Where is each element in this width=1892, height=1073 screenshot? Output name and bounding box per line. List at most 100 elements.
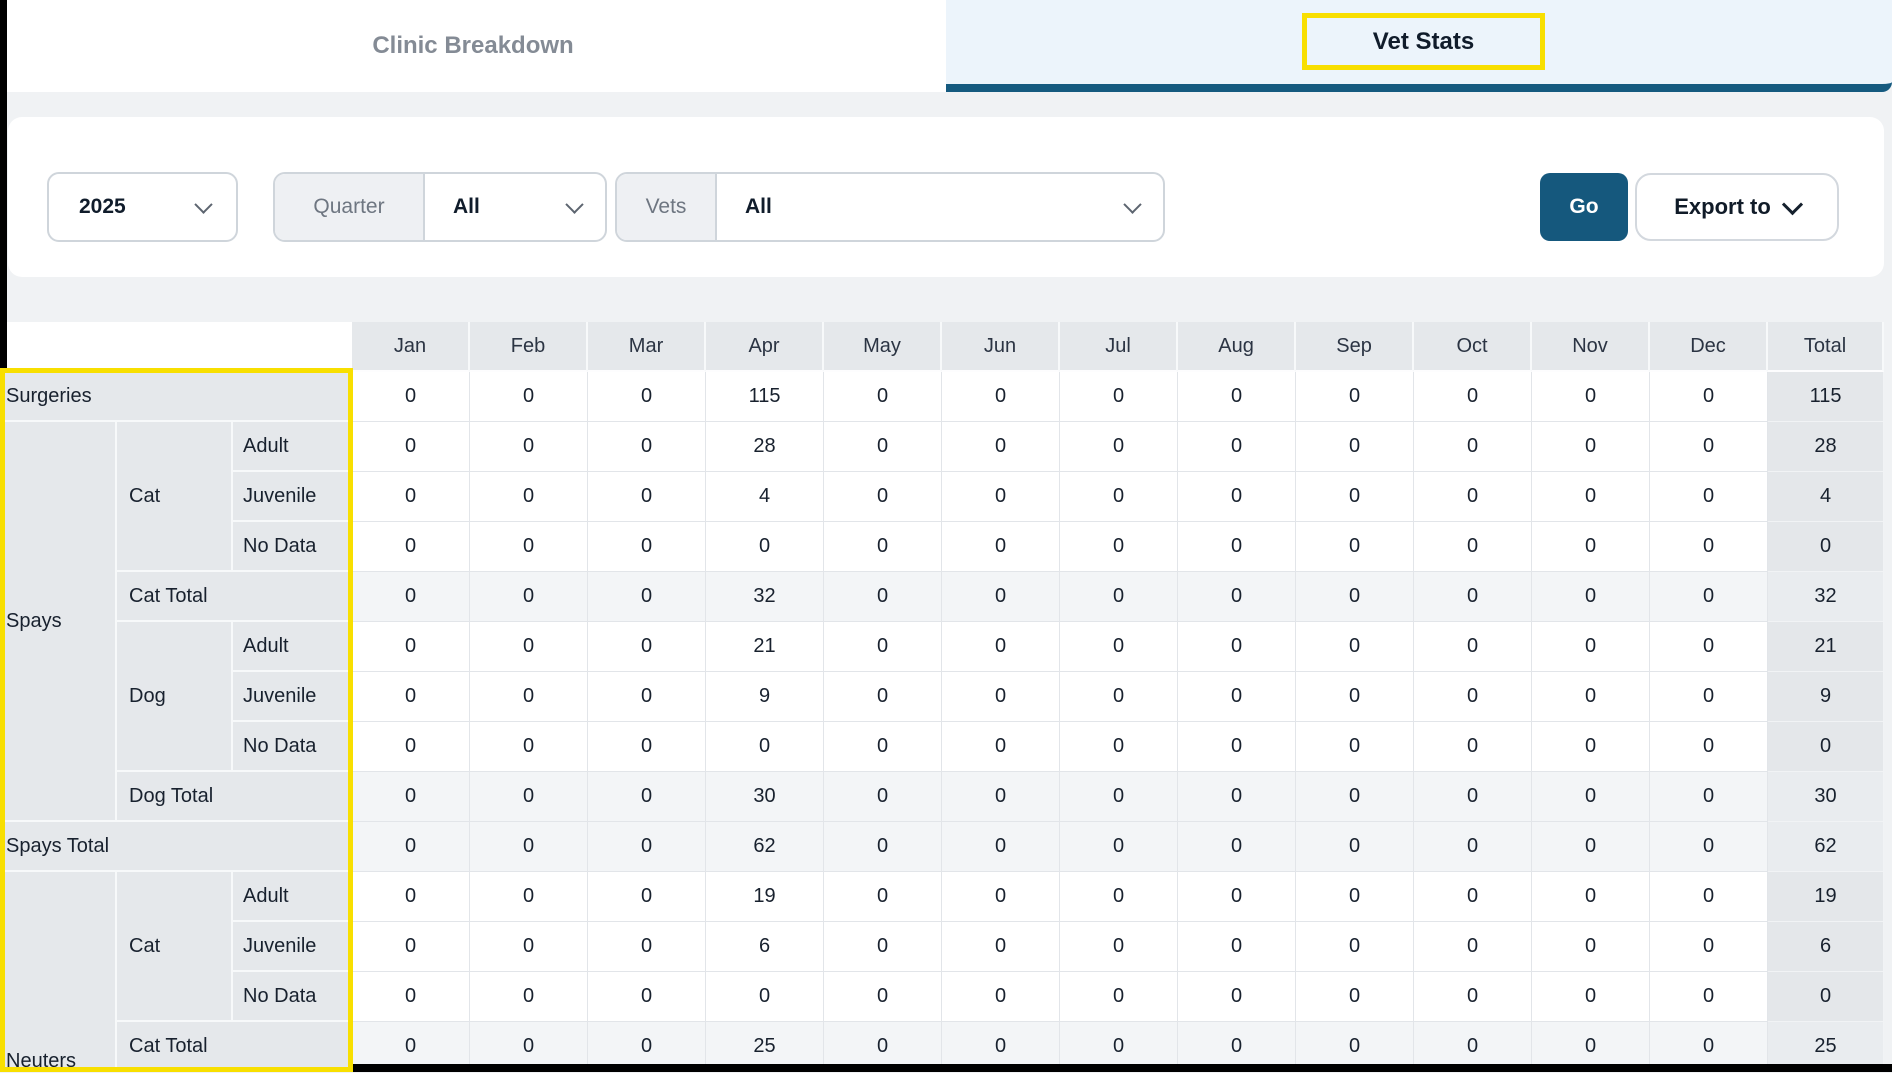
data-cell: 0: [824, 422, 943, 472]
month-header-cell: May: [824, 322, 943, 372]
data-cell: 62: [706, 822, 825, 872]
data-cell: 0: [1650, 972, 1769, 1022]
data-cell: 0: [1650, 672, 1769, 722]
data-cell: 0: [588, 872, 707, 922]
vets-select[interactable]: All: [717, 174, 1163, 240]
row-header-cell: Cat: [117, 872, 233, 1022]
data-cell: 0: [1178, 722, 1297, 772]
row-header-cell: Adult: [233, 422, 353, 472]
stats-table: Jan Feb Mar Apr May Jun Jul Aug Sep Oct Nov Dec Tota…: [0, 322, 1885, 1072]
data-cell: 0: [352, 1022, 471, 1072]
data-cell: 4: [706, 472, 825, 522]
go-button[interactable]: Go: [1540, 173, 1628, 241]
tab-clinic-breakdown[interactable]: Clinic Breakdown: [0, 0, 946, 92]
data-cell: 0: [1532, 822, 1651, 872]
data-cell: 0: [1060, 1022, 1179, 1072]
total-cell: 21: [1768, 622, 1885, 672]
data-cell: 0: [1060, 672, 1179, 722]
data-cell: 0: [942, 622, 1061, 672]
data-cell: 0: [1414, 872, 1533, 922]
total-cell: 115: [1768, 372, 1885, 422]
data-cell: 0: [1414, 922, 1533, 972]
data-cell: 0: [942, 822, 1061, 872]
quarter-value: All: [453, 195, 480, 218]
chevron-down-icon: [565, 194, 584, 214]
data-cell: 0: [352, 772, 471, 822]
total-cell: 0: [1768, 722, 1885, 772]
year-select[interactable]: 2025: [47, 172, 238, 242]
data-cell: 0: [1060, 922, 1179, 972]
table-header-row: Jan Feb Mar Apr May Jun Jul Aug Sep Oct Nov Dec Tota…: [0, 322, 1885, 372]
data-cell: 0: [942, 522, 1061, 572]
data-cell: 30: [706, 772, 825, 822]
data-cell: 0: [1532, 472, 1651, 522]
data-cell: 32: [706, 572, 825, 622]
data-cell: 0: [1296, 822, 1415, 872]
data-cell: 0: [1414, 522, 1533, 572]
table-row: Cat Total 0 0 0 32 0 0 0 0 0 0 0 0 32: [0, 572, 1885, 622]
data-cell: 0: [352, 922, 471, 972]
data-cell: 0: [1650, 922, 1769, 972]
data-cell: 0: [1296, 572, 1415, 622]
export-button[interactable]: Export to: [1635, 173, 1839, 241]
table-row: Cat Adult 0 0 0 19 0 0 0 0 0 0 0 0 19: [0, 872, 1885, 1072]
table-row: Juvenile 0 0 0 9 0 0 0 0 0 0 0 0 9: [0, 672, 1885, 722]
total-cell: 30: [1768, 772, 1885, 822]
data-cell: 0: [470, 572, 589, 622]
table-row: Spays Cat Adult 0 0 0 28 0 0 0 0 0 0 0 0 28: [0, 422, 1885, 822]
data-cell: 0: [352, 972, 471, 1022]
row-header-cell: Adult: [233, 872, 353, 922]
table-row: Dog Adult 0 0 0 21 0 0 0 0 0 0 0 0 21: [0, 622, 1885, 772]
data-cell: 19: [706, 872, 825, 922]
row-header-cell: No Data: [233, 722, 353, 772]
data-cell: 0: [1296, 622, 1415, 672]
chevron-down-icon: [1781, 193, 1803, 215]
row-header-cell: Surgeries: [0, 372, 353, 422]
data-cell: 28: [706, 422, 825, 472]
data-cell: 0: [1296, 772, 1415, 822]
data-cell: 0: [706, 522, 825, 572]
data-cell: 0: [942, 472, 1061, 522]
year-value: 2025: [79, 195, 126, 218]
tab-vet-stats-label: Vet Stats: [1372, 27, 1475, 55]
row-header-cell: Spays: [0, 422, 117, 822]
data-cell: 0: [824, 972, 943, 1022]
total-cell: 19: [1768, 872, 1885, 922]
data-cell: 0: [1178, 622, 1297, 672]
table-row: Spays Total 0 0 0 62 0 0 0 0 0 0 0 0 62: [0, 822, 1885, 872]
data-cell: 0: [1650, 772, 1769, 822]
month-header-cell: Total: [1768, 322, 1885, 372]
data-cell: 0: [352, 572, 471, 622]
tab-vet-stats[interactable]: Vet Stats: [946, 0, 1892, 92]
bottom-edge-bar: [352, 1064, 1892, 1072]
data-cell: 0: [1532, 872, 1651, 922]
total-cell: 25: [1768, 1022, 1885, 1072]
data-cell: 0: [470, 672, 589, 722]
data-cell: 0: [824, 372, 943, 422]
left-edge-bar: [0, 0, 7, 368]
chevron-down-icon: [1123, 194, 1142, 214]
data-cell: 0: [588, 922, 707, 972]
total-cell: 32: [1768, 572, 1885, 622]
data-cell: 0: [824, 722, 943, 772]
data-cell: 0: [1296, 722, 1415, 772]
data-cell: 0: [470, 922, 589, 972]
quarter-select[interactable]: All: [425, 174, 605, 240]
data-cell: 0: [942, 572, 1061, 622]
data-cell: 0: [352, 622, 471, 672]
data-cell: 0: [1178, 1022, 1297, 1072]
data-cell: 0: [588, 822, 707, 872]
data-cell: 0: [1532, 622, 1651, 672]
data-cell: 0: [1650, 822, 1769, 872]
data-cell: 0: [1532, 722, 1651, 772]
data-cell: 0: [588, 572, 707, 622]
neuters-group-label: Neuters: [6, 1050, 77, 1072]
data-cell: 0: [1414, 1022, 1533, 1072]
data-cell: 0: [1178, 922, 1297, 972]
row-header-cell: Adult: [233, 622, 353, 672]
data-cell: 0: [1178, 572, 1297, 622]
data-cell: 0: [1650, 522, 1769, 572]
data-cell: 0: [1650, 472, 1769, 522]
data-cell: 0: [1414, 622, 1533, 672]
data-cell: 0: [1650, 572, 1769, 622]
